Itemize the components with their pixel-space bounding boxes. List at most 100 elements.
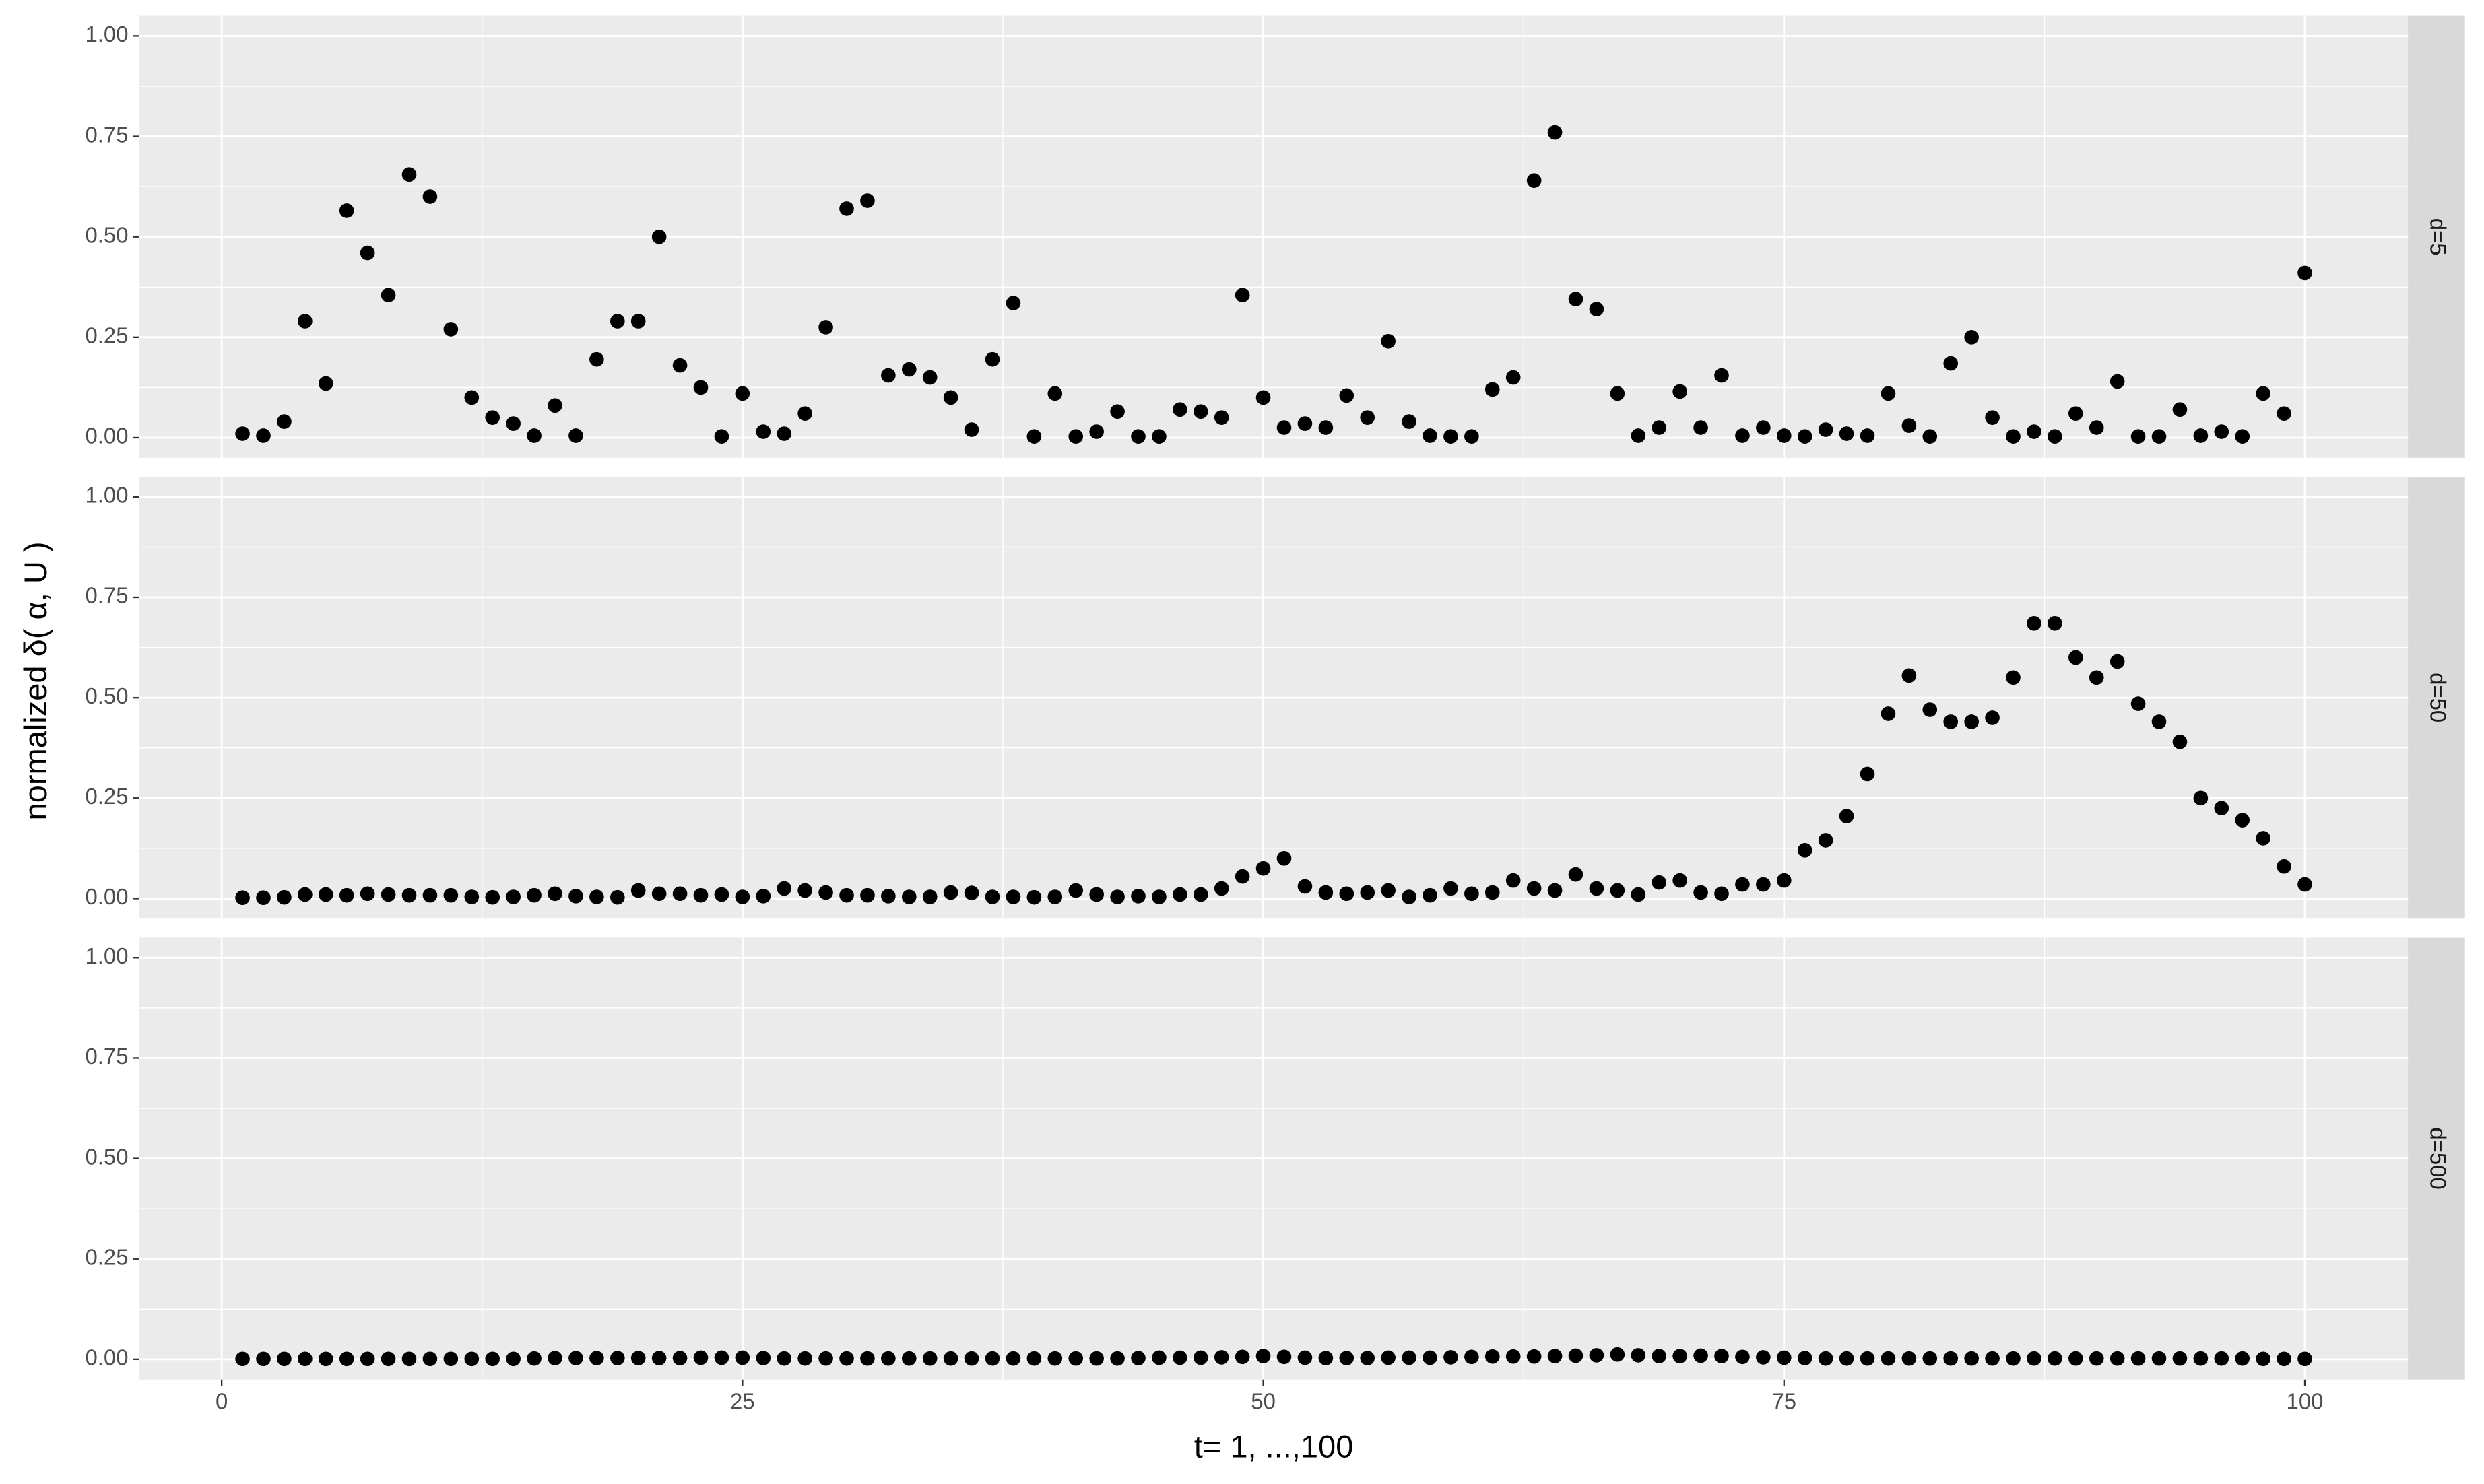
point xyxy=(1776,1350,1792,1365)
point xyxy=(1443,429,1458,444)
y-tick-label: 1.00 xyxy=(85,483,128,508)
point xyxy=(2068,406,2083,421)
point xyxy=(1047,889,1063,904)
y-tick-label: 0.00 xyxy=(85,424,128,448)
point xyxy=(1964,330,1979,345)
point xyxy=(1922,702,1938,717)
point xyxy=(2214,1351,2229,1366)
point xyxy=(1297,416,1313,431)
point xyxy=(1089,887,1104,902)
point xyxy=(256,890,271,906)
point xyxy=(548,1351,562,1365)
point xyxy=(1589,302,1604,316)
point xyxy=(464,390,480,405)
point xyxy=(2006,1351,2021,1366)
point xyxy=(693,1350,709,1365)
point xyxy=(1402,889,1416,904)
x-tick-label: 100 xyxy=(2287,1389,2324,1414)
point xyxy=(1505,370,1521,385)
point xyxy=(2172,1351,2188,1366)
point xyxy=(1610,1347,1625,1362)
point xyxy=(2130,696,2146,711)
y-tick-label: 0.25 xyxy=(85,1244,128,1269)
point xyxy=(2235,1351,2250,1366)
point xyxy=(1318,420,1334,435)
point xyxy=(2214,801,2229,816)
point xyxy=(1068,1351,1084,1366)
y-tick-label: 0.25 xyxy=(85,784,128,809)
point xyxy=(1631,1348,1646,1363)
point xyxy=(1568,1348,1583,1363)
point xyxy=(630,1351,646,1365)
point xyxy=(1255,861,1271,876)
point xyxy=(318,1351,333,1367)
point xyxy=(422,1351,438,1367)
point xyxy=(1568,292,1583,306)
point xyxy=(1589,1348,1604,1363)
strip-background xyxy=(2408,477,2465,919)
point xyxy=(651,886,667,902)
strip-background xyxy=(2408,937,2465,1380)
point xyxy=(1901,418,1917,433)
point xyxy=(1276,420,1292,435)
point xyxy=(2048,1351,2062,1366)
point xyxy=(1985,710,2000,725)
point xyxy=(2256,831,2270,846)
point xyxy=(2089,420,2104,435)
point xyxy=(1547,125,1563,140)
point xyxy=(1964,1351,1979,1366)
point xyxy=(548,886,562,902)
point xyxy=(881,889,896,904)
strip-background xyxy=(2408,15,2465,458)
point xyxy=(318,376,333,391)
point xyxy=(1360,410,1375,425)
point xyxy=(1047,1351,1063,1366)
point xyxy=(1756,1350,1771,1365)
point xyxy=(1152,889,1167,904)
point xyxy=(1631,428,1646,443)
point xyxy=(2256,386,2270,401)
point xyxy=(672,1351,688,1365)
point xyxy=(256,428,271,443)
point xyxy=(881,1351,896,1366)
point xyxy=(277,414,292,429)
point xyxy=(1860,766,1875,782)
point xyxy=(1193,1350,1208,1365)
point xyxy=(589,351,604,367)
point xyxy=(2068,650,2083,665)
point xyxy=(2193,1351,2209,1366)
point xyxy=(610,1351,625,1365)
point xyxy=(610,314,625,329)
y-tick-label: 1.00 xyxy=(85,943,128,968)
point xyxy=(381,288,396,303)
point xyxy=(1318,1351,1334,1365)
point xyxy=(1818,422,1833,437)
point xyxy=(672,358,688,373)
point xyxy=(1797,843,1812,858)
point xyxy=(1714,1349,1729,1363)
point xyxy=(1526,173,1542,188)
point xyxy=(1589,881,1604,896)
point xyxy=(1756,877,1771,892)
point xyxy=(693,887,709,903)
point xyxy=(756,889,771,904)
point xyxy=(2172,402,2188,417)
point xyxy=(1922,429,1938,444)
point xyxy=(339,887,354,903)
point xyxy=(839,1351,854,1366)
point xyxy=(714,1350,729,1365)
point xyxy=(1693,885,1708,900)
point xyxy=(485,1351,500,1367)
point xyxy=(443,322,459,337)
point xyxy=(568,1351,583,1365)
point xyxy=(1131,1351,1146,1365)
point xyxy=(1693,1348,1708,1363)
point xyxy=(401,167,417,182)
point xyxy=(1672,1349,1687,1363)
point xyxy=(1547,883,1563,898)
point xyxy=(1547,1349,1563,1363)
y-tick-label: 0.50 xyxy=(85,1144,128,1169)
point xyxy=(339,1351,354,1367)
point xyxy=(1610,883,1625,898)
point xyxy=(1943,356,1959,371)
